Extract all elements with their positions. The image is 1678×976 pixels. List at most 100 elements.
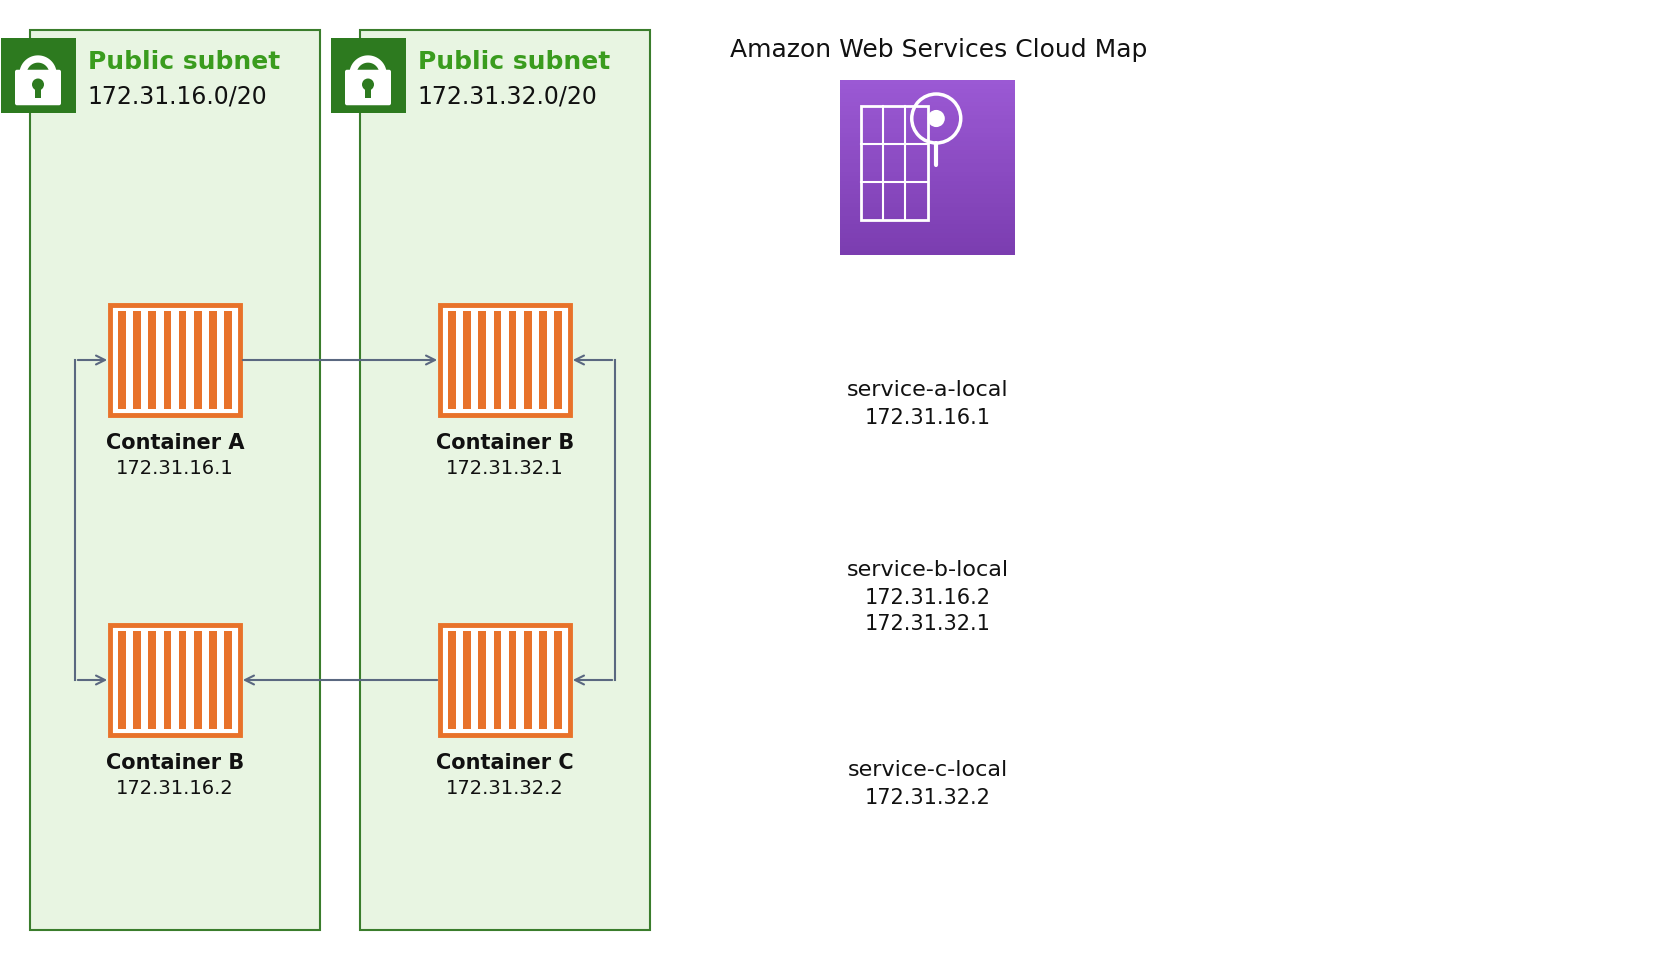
Bar [539, 631, 547, 729]
Text: 172.31.16.1: 172.31.16.1 [116, 459, 233, 478]
Bar [841, 80, 1015, 84]
Bar [508, 631, 517, 729]
Bar [841, 211, 1015, 216]
Bar [195, 311, 201, 409]
Bar [841, 237, 1015, 242]
Bar [841, 181, 1015, 185]
Bar [366, 89, 371, 98]
Bar [163, 631, 171, 729]
Bar [195, 631, 201, 729]
Bar [841, 145, 1015, 150]
Bar [841, 216, 1015, 220]
Text: Container B: Container B [436, 433, 574, 453]
Bar [148, 631, 156, 729]
Bar [841, 89, 1015, 93]
Bar [841, 198, 1015, 202]
Bar [508, 311, 517, 409]
Bar [841, 185, 1015, 189]
Bar [841, 150, 1015, 154]
Bar [841, 128, 1015, 133]
Text: 172.31.32.2: 172.31.32.2 [446, 779, 564, 798]
Bar [117, 631, 126, 729]
Bar [841, 93, 1015, 98]
Text: 172.31.32.1: 172.31.32.1 [864, 614, 990, 634]
Bar [841, 189, 1015, 194]
Text: 172.31.16.1: 172.31.16.1 [864, 408, 990, 428]
Bar [524, 311, 532, 409]
Bar [111, 305, 240, 415]
Text: 172.31.16.2: 172.31.16.2 [864, 588, 990, 608]
Bar [225, 311, 232, 409]
Bar [440, 305, 571, 415]
Bar [841, 224, 1015, 228]
Bar [841, 251, 1015, 255]
Bar [841, 119, 1015, 124]
Bar [539, 311, 547, 409]
Bar [841, 142, 1015, 145]
Bar [331, 38, 406, 113]
Bar [841, 163, 1015, 168]
Circle shape [928, 110, 945, 127]
Bar [463, 631, 472, 729]
Circle shape [362, 78, 374, 91]
Bar [35, 89, 40, 98]
Bar [148, 311, 156, 409]
Bar [841, 106, 1015, 110]
Text: Container A: Container A [106, 433, 245, 453]
Bar [841, 102, 1015, 106]
Bar [841, 84, 1015, 89]
Bar [180, 631, 186, 729]
Bar [841, 159, 1015, 163]
Bar [861, 106, 928, 220]
Bar [841, 172, 1015, 177]
Text: 172.31.16.2: 172.31.16.2 [116, 779, 233, 798]
FancyBboxPatch shape [15, 69, 60, 105]
Bar [493, 311, 502, 409]
Bar [163, 311, 171, 409]
Text: Amazon Web Services Cloud Map: Amazon Web Services Cloud Map [730, 38, 1148, 62]
Bar [841, 133, 1015, 137]
Bar [448, 631, 456, 729]
Text: Public subnet: Public subnet [418, 50, 609, 74]
Bar [841, 207, 1015, 211]
Bar [0, 38, 76, 113]
Bar [841, 233, 1015, 237]
FancyBboxPatch shape [346, 69, 391, 105]
Bar [210, 631, 216, 729]
Text: Container B: Container B [106, 753, 243, 773]
Bar [841, 168, 1015, 172]
Bar [361, 30, 649, 930]
Text: 172.31.32.2: 172.31.32.2 [864, 788, 990, 808]
Bar [478, 631, 487, 729]
Bar [463, 311, 472, 409]
Bar [841, 137, 1015, 142]
Text: Container C: Container C [436, 753, 574, 773]
Bar [841, 246, 1015, 251]
Bar [841, 202, 1015, 207]
Bar [841, 154, 1015, 159]
Bar [841, 110, 1015, 115]
Circle shape [32, 78, 44, 91]
Bar [448, 311, 456, 409]
Bar [225, 631, 232, 729]
Bar [841, 242, 1015, 246]
Bar [210, 311, 216, 409]
Bar [841, 228, 1015, 233]
Text: 172.31.32.0/20: 172.31.32.0/20 [418, 85, 597, 108]
Text: 172.31.16.0/20: 172.31.16.0/20 [87, 85, 267, 108]
Bar [133, 311, 141, 409]
Bar [841, 220, 1015, 224]
Bar [841, 194, 1015, 198]
Text: service-c-local: service-c-local [847, 760, 1007, 780]
Bar [133, 631, 141, 729]
Bar [841, 124, 1015, 128]
Bar [841, 115, 1015, 119]
Text: Public subnet: Public subnet [87, 50, 280, 74]
Text: service-b-local: service-b-local [846, 560, 1008, 580]
Bar [440, 625, 571, 735]
Bar [493, 631, 502, 729]
Bar [30, 30, 320, 930]
Bar [554, 631, 562, 729]
Text: 172.31.32.1: 172.31.32.1 [446, 459, 564, 478]
Bar [117, 311, 126, 409]
